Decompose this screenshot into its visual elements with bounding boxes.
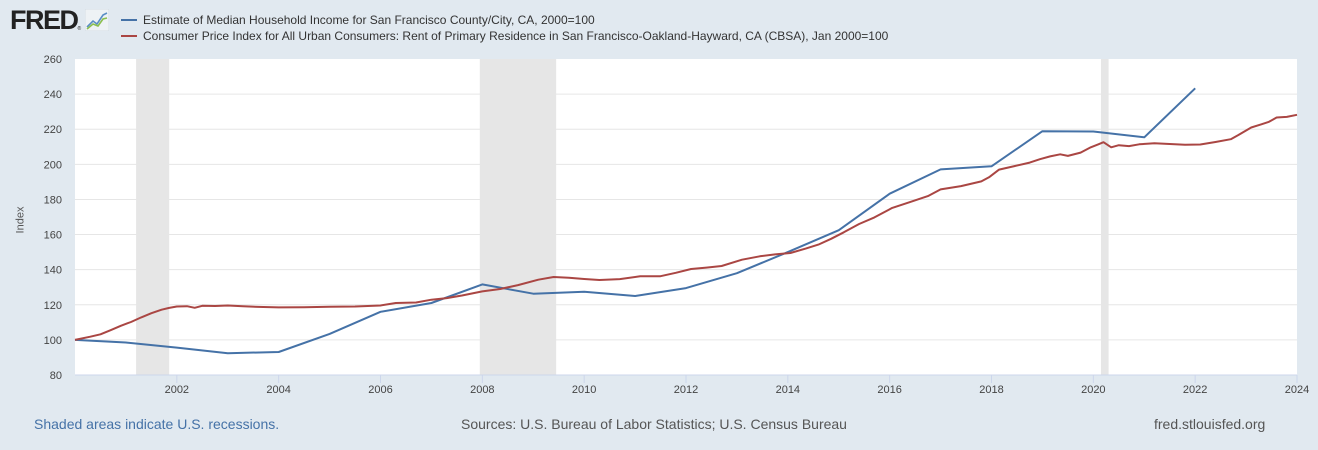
site-link[interactable]: fred.stlouisfed.org xyxy=(1154,416,1266,432)
x-tick-label: 2016 xyxy=(877,384,901,396)
y-tick-label: 180 xyxy=(44,194,62,206)
series-line-income xyxy=(74,87,1196,355)
x-tick-label: 2022 xyxy=(1183,384,1207,396)
y-tick-label: 160 xyxy=(44,230,62,242)
plot-area xyxy=(75,59,1297,375)
legend-swatch-red xyxy=(121,35,137,37)
y-tick-label: 100 xyxy=(44,335,62,347)
legend-item-income[interactable]: Estimate of Median Household Income for … xyxy=(121,12,888,28)
y-tick-label: 220 xyxy=(44,124,62,136)
legend-item-rent-cpi[interactable]: Consumer Price Index for All Urban Consu… xyxy=(121,28,888,44)
recession-note[interactable]: Shaded areas indicate U.S. recessions. xyxy=(34,416,280,432)
x-tick-label: 2008 xyxy=(470,384,494,396)
legend-label-income: Estimate of Median Household Income for … xyxy=(143,13,595,27)
x-tick-label: 2012 xyxy=(674,384,698,396)
recession-band xyxy=(479,59,557,375)
y-tick-label: 140 xyxy=(44,265,62,277)
x-tick-label: 2004 xyxy=(266,384,290,396)
y-tick-label: 240 xyxy=(44,89,62,101)
logo-text: FRED xyxy=(10,5,79,35)
x-tick-label: 2014 xyxy=(776,384,800,396)
sources-text: Sources: U.S. Bureau of Labor Statistics… xyxy=(461,416,847,432)
series-lines xyxy=(74,87,1298,355)
x-axis-ticks: 2002 2004 2006 2008 2010 2012 2014 2016 2018 2020… xyxy=(165,375,1309,396)
recession-band xyxy=(136,59,170,375)
recession-shading xyxy=(136,59,1109,375)
x-tick-label: 2020 xyxy=(1081,384,1105,396)
x-tick-label: 2024 xyxy=(1285,384,1309,396)
y-tick-label: 120 xyxy=(44,300,62,312)
x-tick-label: 2018 xyxy=(979,384,1003,396)
y-axis-ticks: 80 100 120 140 160 180 200 220 240 260 xyxy=(44,54,62,382)
y-tick-label: 260 xyxy=(44,54,62,66)
y-tick-label: 200 xyxy=(44,159,62,171)
registered-mark: ® xyxy=(77,26,82,32)
recession-band xyxy=(1100,59,1109,375)
x-tick-label: 2002 xyxy=(165,384,189,396)
legend-swatch-blue xyxy=(121,19,137,21)
x-tick-label: 2006 xyxy=(368,384,392,396)
chart-line-icon xyxy=(85,9,110,31)
legend-label-rent-cpi: Consumer Price Index for All Urban Consu… xyxy=(143,29,889,43)
chart-legend: Estimate of Median Household Income for … xyxy=(121,12,888,44)
fred-logo[interactable]: FRED ® xyxy=(10,5,110,35)
x-tick-label: 2010 xyxy=(572,384,596,396)
series-line-rent-cpi xyxy=(74,113,1298,341)
y-tick-label: 80 xyxy=(50,370,62,382)
